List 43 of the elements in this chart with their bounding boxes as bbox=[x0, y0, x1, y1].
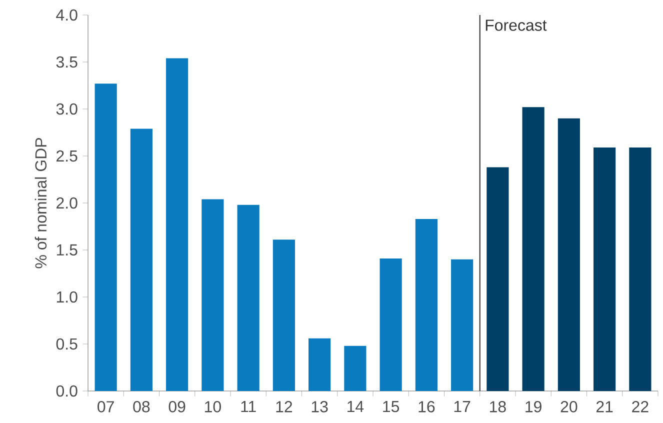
bar bbox=[202, 199, 224, 391]
bar bbox=[486, 167, 509, 391]
x-tick-label: 12 bbox=[276, 401, 292, 412]
bar bbox=[237, 204, 260, 391]
bar bbox=[272, 240, 295, 391]
x-tick-label: 11 bbox=[241, 401, 256, 412]
bar bbox=[130, 128, 152, 391]
bar bbox=[344, 346, 366, 391]
x-tick-label: 15 bbox=[383, 401, 400, 412]
x-tick-label: 08 bbox=[133, 401, 150, 412]
y-tick-label: 0.5 bbox=[56, 338, 78, 350]
x-tick-label: 10 bbox=[205, 401, 221, 412]
y-axis-title: % of nominal GDP bbox=[34, 138, 47, 268]
x-tick-label: 09 bbox=[168, 401, 186, 412]
x-tick-label: 21 bbox=[596, 401, 613, 412]
bar bbox=[166, 58, 188, 391]
bar bbox=[94, 84, 117, 391]
y-tick-label: 1.0 bbox=[56, 291, 78, 303]
x-tick-label: 17 bbox=[454, 401, 470, 412]
bar bbox=[522, 107, 544, 391]
y-tick-label: 0.0 bbox=[56, 385, 78, 397]
bar bbox=[629, 148, 652, 391]
x-tick-label: 19 bbox=[526, 401, 542, 412]
y-tick-label: 3.5 bbox=[56, 56, 78, 68]
x-tick-label: 07 bbox=[98, 401, 114, 412]
y-tick-label: 2.5 bbox=[56, 150, 78, 162]
x-tick-label: 16 bbox=[418, 401, 435, 412]
y-tick-label: 3.0 bbox=[56, 103, 78, 115]
annotation: Forecast bbox=[486, 20, 547, 31]
y-tick-label: 1.5 bbox=[56, 244, 78, 256]
x-tick-label: 18 bbox=[490, 401, 506, 412]
x-tick-label: 20 bbox=[560, 401, 578, 412]
bar bbox=[380, 258, 402, 391]
y-tick-label: 2.0 bbox=[56, 197, 78, 209]
bar bbox=[308, 338, 331, 391]
bar bbox=[594, 148, 616, 391]
x-tick-label: 13 bbox=[312, 401, 328, 412]
bar bbox=[415, 218, 438, 391]
x-tick-label: 14 bbox=[348, 401, 364, 412]
bar bbox=[451, 259, 474, 391]
x-tick-label: 22 bbox=[632, 401, 648, 412]
y-tick-label: 4.0 bbox=[56, 9, 78, 21]
bar bbox=[558, 118, 580, 391]
